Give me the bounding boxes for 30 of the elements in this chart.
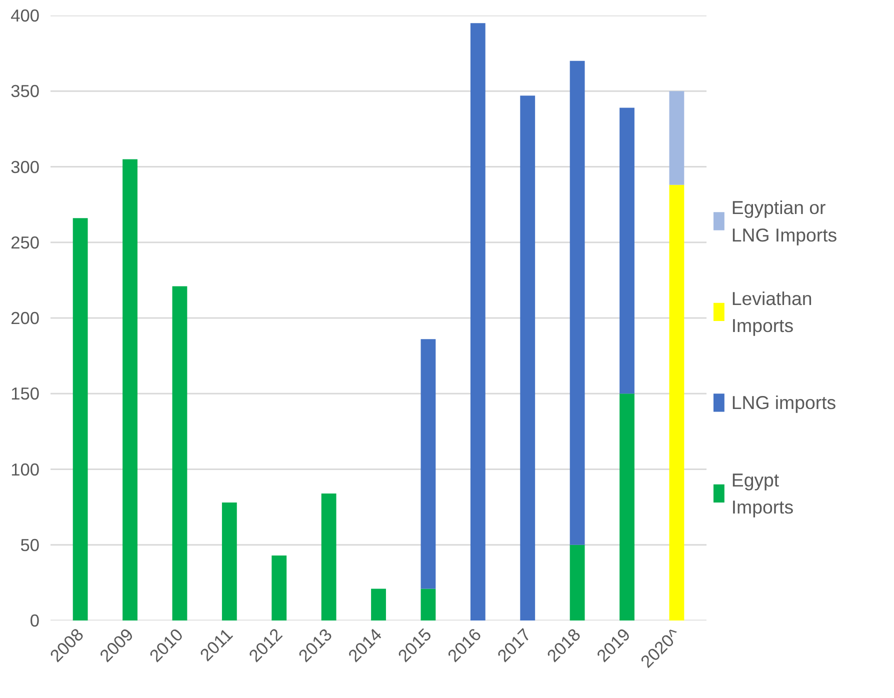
bar (620, 394, 634, 620)
y-tick-label: 100 (10, 459, 40, 480)
bar (222, 502, 237, 620)
y-tick-label: 300 (10, 156, 40, 177)
bar (669, 184, 684, 620)
bar (321, 493, 336, 620)
legend-label: Egypt Imports (731, 469, 794, 518)
y-tick-label: 0 (30, 610, 40, 630)
bar (470, 23, 486, 620)
bar (620, 108, 634, 394)
bar (122, 159, 138, 620)
bar (570, 544, 585, 620)
bar (520, 96, 536, 620)
y-tick-label: 150 (10, 384, 40, 404)
legend-label: LNG imports (731, 392, 836, 414)
bar (570, 60, 585, 545)
bar (172, 286, 188, 620)
y-tick-label: 50 (20, 534, 40, 555)
y-tick-label: 250 (10, 232, 40, 252)
bar (371, 588, 386, 620)
y-tick-label: 200 (10, 308, 40, 328)
y-tick-label: 350 (10, 81, 40, 102)
bar (420, 588, 436, 620)
bar (72, 218, 88, 620)
bar (420, 339, 436, 589)
bar (669, 91, 684, 185)
bar (272, 555, 287, 620)
legend-label: Leviathan Imports (731, 288, 812, 336)
y-tick-label: 400 (10, 6, 40, 26)
legend-label: Egyptian or LNG Imports (731, 197, 838, 246)
